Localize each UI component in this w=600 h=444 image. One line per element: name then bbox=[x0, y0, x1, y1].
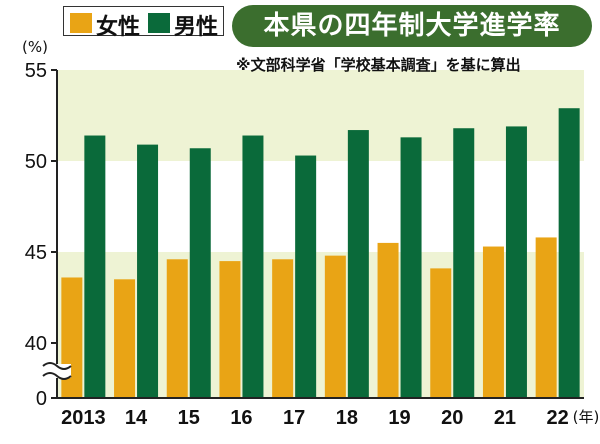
bar-female-16 bbox=[219, 261, 241, 398]
y-tick-labels: 0 40 45 50 55 bbox=[25, 60, 47, 410]
x-tick-label-15: 15 bbox=[178, 407, 200, 429]
axis-break bbox=[42, 362, 72, 380]
bar-female-17 bbox=[272, 259, 294, 398]
x-tick-label-22: 22 bbox=[547, 407, 569, 429]
bars-group bbox=[61, 108, 580, 399]
x-tick-label-18: 18 bbox=[336, 407, 358, 429]
y-axis-unit: (%) bbox=[22, 38, 48, 56]
legend-swatch-male bbox=[148, 13, 170, 33]
axis-break-gap bbox=[43, 364, 71, 378]
bar-female-20 bbox=[430, 268, 452, 398]
axis-break-line-bottom bbox=[42, 372, 72, 380]
y-tick-label-40: 40 bbox=[25, 333, 47, 355]
bar-male-2013 bbox=[84, 135, 106, 398]
y-tick-label-0: 0 bbox=[36, 388, 47, 410]
x-tick-labels: 2013 14 15 16 17 18 19 20 21 22 (年) bbox=[61, 407, 599, 429]
y-tick-label-45: 45 bbox=[25, 242, 47, 264]
x-tick-label-14: 14 bbox=[125, 407, 148, 429]
bar-female-14 bbox=[114, 279, 136, 398]
x-tick-label-21: 21 bbox=[494, 407, 516, 429]
background-bands bbox=[57, 70, 584, 398]
source-note: ※文部科学省「学校基本調査」を基に算出 bbox=[236, 56, 521, 74]
bar-male-18 bbox=[347, 130, 369, 398]
legend-label-male: 男性 bbox=[174, 15, 219, 40]
bar-male-15 bbox=[189, 148, 211, 398]
axis-break-line-top bbox=[42, 362, 72, 370]
bar-male-22 bbox=[558, 108, 580, 398]
bar-male-17 bbox=[295, 155, 317, 398]
bar-female-15 bbox=[166, 259, 188, 398]
bar-female-18 bbox=[324, 255, 346, 398]
y-tick-label-50: 50 bbox=[25, 151, 47, 173]
bar-male-20 bbox=[453, 128, 475, 399]
chart-title: 本県の四年制大学進学率 bbox=[232, 5, 592, 47]
band-lower bbox=[57, 343, 584, 398]
band-0 bbox=[57, 252, 584, 343]
bar-male-16 bbox=[242, 135, 264, 398]
bar-female-21 bbox=[482, 246, 504, 398]
bar-male-21 bbox=[505, 126, 527, 399]
x-tick-label-19: 19 bbox=[388, 407, 410, 429]
y-tick-label-55: 55 bbox=[25, 60, 47, 82]
bar-female-19 bbox=[377, 242, 399, 398]
x-tick-label-20: 20 bbox=[441, 407, 463, 429]
bar-male-19 bbox=[400, 137, 422, 398]
x-tick-label-17: 17 bbox=[283, 407, 305, 429]
legend-swatch-female bbox=[70, 13, 92, 33]
axes-group bbox=[42, 69, 584, 399]
x-tick-label-2013: 2013 bbox=[61, 407, 106, 429]
legend-label-female: 女性 bbox=[96, 15, 141, 40]
band-1 bbox=[57, 70, 584, 161]
x-axis-unit: (年) bbox=[573, 408, 600, 426]
x-tick-label-16: 16 bbox=[230, 407, 252, 429]
bar-female-22 bbox=[535, 237, 557, 398]
bar-male-14 bbox=[137, 144, 159, 398]
